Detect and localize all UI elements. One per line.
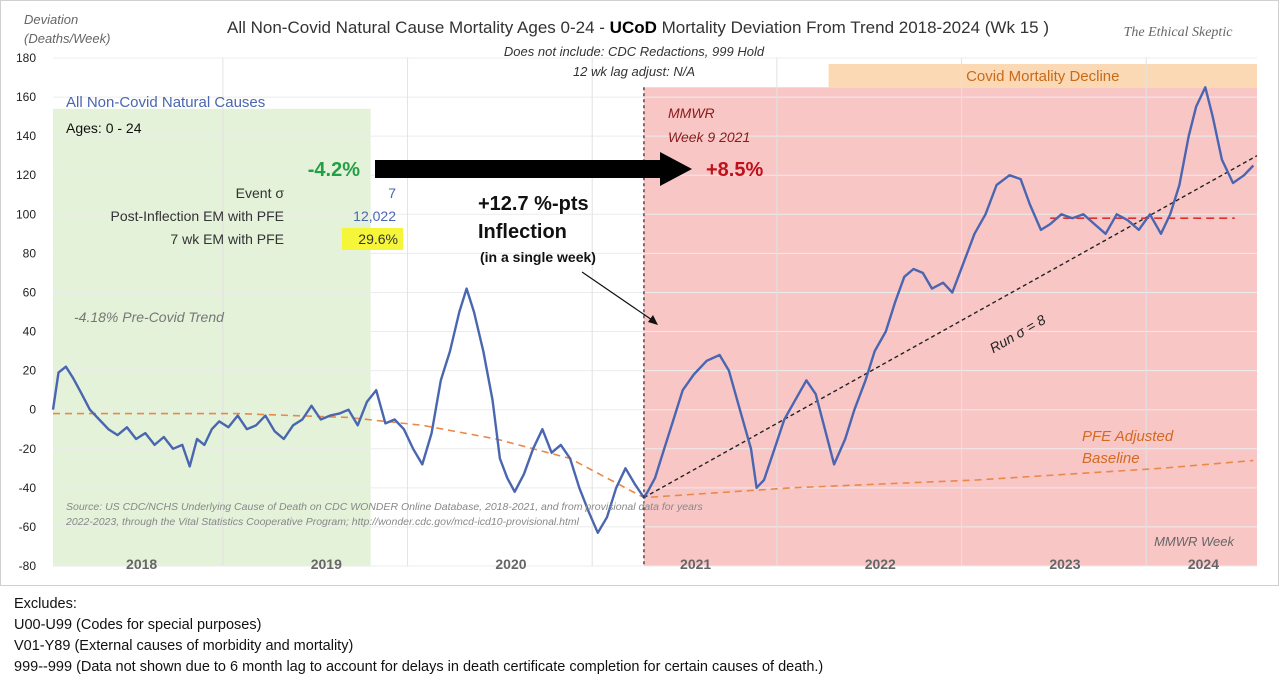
chart-frame [0, 0, 1279, 586]
stat-label-7wk-em: 7 wk EM with PFE [170, 231, 284, 247]
inflection-note: (in a single week) [480, 249, 596, 265]
stat-value-post-em: 12,022 [353, 208, 396, 224]
grid [53, 57, 1257, 567]
y-tick-label: 0 [29, 403, 36, 417]
legend-series-label: All Non-Covid Natural Causes [66, 94, 265, 111]
x-tick-label: 2021 [680, 556, 711, 572]
covid-decline-label: Covid Mortality Decline [966, 68, 1119, 85]
stat-value-event-sigma: 7 [388, 185, 396, 201]
y-tick-label: 60 [23, 285, 37, 299]
x-tick-label: 2024 [1188, 556, 1219, 572]
y-axis-label-line2: (Deaths/Week) [24, 31, 110, 46]
pfe-label-line1: PFE Adjusted [1082, 428, 1174, 445]
mmwr-label: MMWR [668, 105, 715, 121]
y-tick-label: 160 [16, 90, 36, 104]
y-tick-label: -80 [19, 559, 37, 573]
y-axis-label-line1: Deviation [24, 12, 78, 27]
footnote-heading: Excludes: [14, 596, 77, 612]
run-sigma-trend-line [643, 155, 1258, 499]
y-tick-label: 140 [16, 129, 36, 143]
y-tick-label: -40 [19, 481, 37, 495]
pre-change-pct: -4.2% [308, 159, 360, 181]
inflection-pointer [581, 271, 656, 323]
x-tick-label: 2022 [865, 556, 896, 572]
source-note-line2: 2022-2023, through the Vital Statistics … [65, 516, 580, 528]
y-tick-label: -20 [19, 442, 37, 456]
x-tick-label: 2023 [1049, 556, 1080, 572]
y-tick-label: 180 [16, 51, 36, 65]
x-axis-year-labels: 2018 2019 2020 2021 2022 2023 2024 [126, 556, 1219, 572]
change-arrow [375, 152, 692, 186]
covid-decline-band [828, 64, 1257, 88]
x-tick-label: 2018 [126, 556, 157, 572]
y-tick-label: 20 [23, 364, 37, 378]
legend-ages-label: Ages: 0 - 24 [66, 120, 142, 136]
pfe-label-line2: Baseline [1082, 450, 1140, 467]
footnote-line: U00-U99 (Codes for special purposes) [14, 617, 262, 633]
stat-label-post-em: Post-Inflection EM with PFE [110, 208, 284, 224]
inflection-pointer-head [648, 315, 658, 325]
footnote-line: 999--999 (Data not shown due to 6 month … [14, 659, 824, 675]
y-tick-label: -60 [19, 520, 37, 534]
pre-covid-shade [53, 108, 371, 567]
pre-covid-trend-label: -4.18% Pre-Covid Trend [74, 309, 225, 325]
y-tick-label: 100 [16, 207, 36, 221]
subtitle-line2: 12 wk lag adjust: N/A [573, 64, 695, 79]
y-tick-label: 120 [16, 168, 36, 182]
stat-label-event-sigma: Event σ [236, 185, 285, 201]
mmwr-week-label: Week 9 2021 [668, 129, 750, 145]
x-tick-label: 2019 [311, 556, 342, 572]
y-tick-label: 80 [23, 246, 37, 260]
footnote-line: V01-Y89 (External causes of morbidity an… [14, 638, 354, 654]
source-note-line1: Source: US CDC/NCHS Underlying Cause of … [66, 501, 703, 513]
inflection-label: Inflection [478, 221, 567, 243]
post-change-pct: +8.5% [706, 159, 763, 181]
series-line-all-non-covid [51, 86, 1255, 534]
y-axis-ticks: -80 -60 -40 -20 0 20 40 60 80 100 120 140 160 180 [16, 51, 36, 573]
x-tick-label: 2020 [495, 556, 526, 572]
inflection-amount: +12.7 %-pts [478, 193, 589, 215]
subtitle-line1: Does not include: CDC Redactions, 999 Ho… [504, 44, 765, 59]
y-tick-label: 40 [23, 325, 37, 339]
highlight-box [342, 228, 403, 250]
stat-value-7wk-em: 29.6% [358, 231, 398, 247]
brand-watermark: The Ethical Skeptic [1124, 25, 1234, 40]
x-axis-label: MMWR Week [1154, 534, 1235, 549]
footnotes: Excludes: U00-U99 (Codes for special pur… [14, 594, 823, 678]
mortality-deviation-chart: Covid Mortality Decline -80 -60 -40 -20 0 20 4… [0, 0, 1279, 586]
chart-title: All Non-Covid Natural Cause Mortality Ag… [227, 18, 1049, 37]
